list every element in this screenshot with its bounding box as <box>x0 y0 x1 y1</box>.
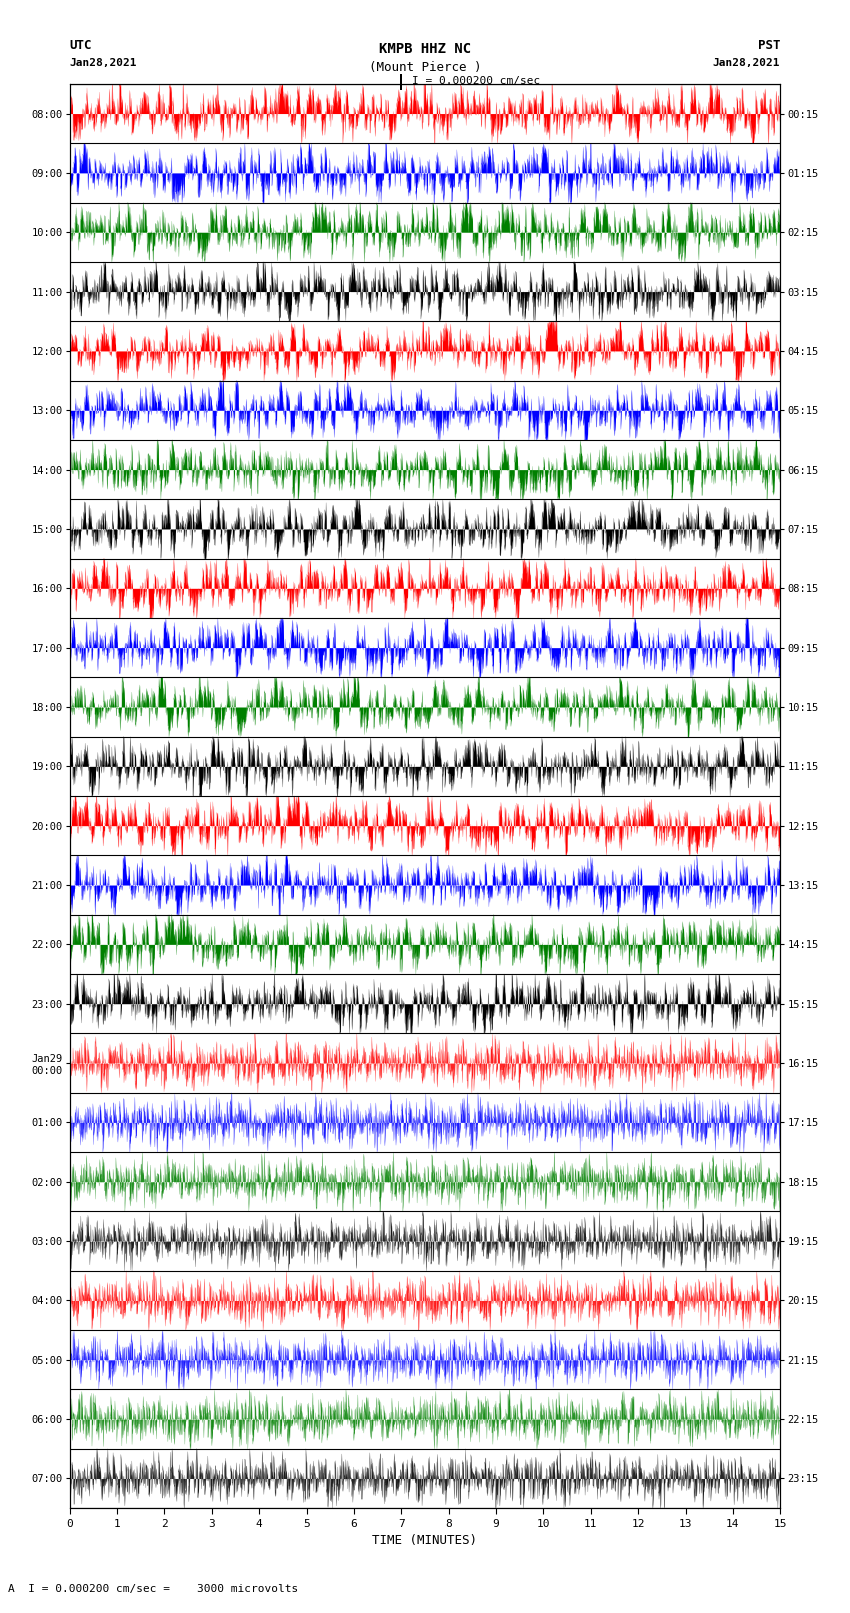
Text: I = 0.000200 cm/sec: I = 0.000200 cm/sec <box>412 76 541 85</box>
Text: Jan28,2021: Jan28,2021 <box>70 58 137 68</box>
Text: UTC: UTC <box>70 39 92 52</box>
X-axis label: TIME (MINUTES): TIME (MINUTES) <box>372 1534 478 1547</box>
Text: Jan28,2021: Jan28,2021 <box>713 58 780 68</box>
Text: A  I = 0.000200 cm/sec =    3000 microvolts: A I = 0.000200 cm/sec = 3000 microvolts <box>8 1584 298 1594</box>
Text: KMPB HHZ NC: KMPB HHZ NC <box>379 42 471 56</box>
Text: PST: PST <box>758 39 780 52</box>
Text: (Mount Pierce ): (Mount Pierce ) <box>369 61 481 74</box>
